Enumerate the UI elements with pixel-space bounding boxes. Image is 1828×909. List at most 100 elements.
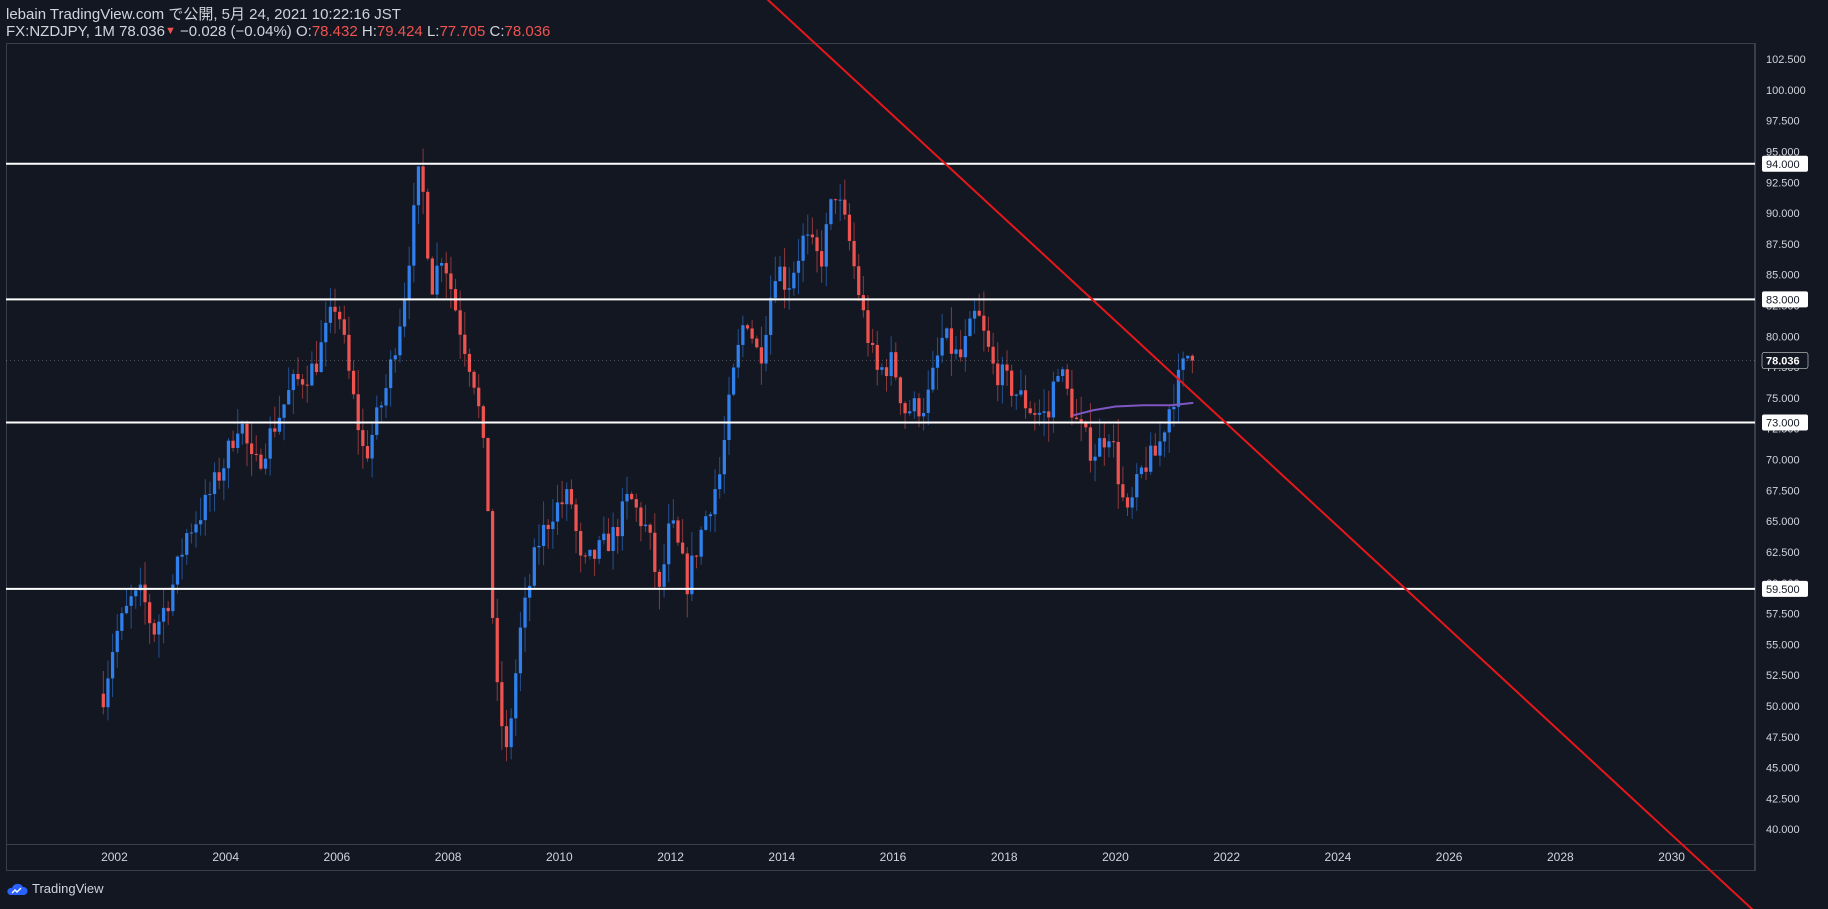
candle-body	[161, 607, 166, 622]
candle-body	[625, 493, 629, 502]
candle-body	[574, 504, 578, 532]
candle-body	[931, 367, 935, 390]
candle-body	[616, 527, 620, 537]
publish-info: lebain TradingView.com で公開, 5月 24, 2021 …	[6, 6, 550, 23]
open-value: 78.432	[311, 23, 358, 40]
candle-body	[1047, 411, 1051, 418]
level-labels-layer: 94.000 83.000 73.000 59.500 78.036	[6, 155, 1809, 597]
candle-body	[402, 298, 407, 327]
descending-trendline[interactable]	[671, 0, 1755, 909]
candle-body	[667, 523, 671, 565]
candle-body	[1005, 364, 1009, 371]
y-tick-label: 85.000	[1766, 270, 1800, 282]
candle-body	[477, 387, 481, 407]
candle-body	[643, 524, 648, 527]
candle-body	[1000, 364, 1005, 386]
candle-body	[532, 547, 536, 586]
candle-body	[857, 266, 861, 296]
candle-body	[1033, 413, 1037, 415]
candle-body	[1084, 422, 1088, 428]
candle-body	[588, 549, 592, 557]
y-tick-label: 92.500	[1766, 177, 1800, 189]
x-tick-label: 2020	[1102, 850, 1129, 864]
last-price: 78.036	[119, 23, 165, 40]
level-price-tag	[1762, 291, 1808, 308]
candle-body	[120, 613, 124, 631]
time-axis[interactable]: 2002 2004 2006 2008 2010 2012 2014 2016 2018 2020…	[101, 850, 1685, 864]
x-tick-label: 2008	[435, 850, 462, 864]
candle-body	[972, 310, 977, 319]
candle-body	[843, 199, 847, 215]
candle-body	[1116, 441, 1120, 485]
level-price-label: 94.000	[1766, 159, 1800, 171]
candle-body	[1167, 409, 1171, 433]
candle-body	[996, 363, 1000, 386]
candle-body	[495, 617, 499, 683]
horizontal-levels-layer[interactable]	[6, 162, 1755, 590]
y-tick-label: 52.500	[1766, 670, 1800, 682]
candle-body	[903, 403, 907, 414]
candle-body	[398, 326, 402, 356]
candle-body	[551, 521, 555, 530]
candle-body	[263, 458, 268, 469]
tradingview-logo[interactable]: TradingView	[6, 881, 104, 896]
candle-body	[838, 199, 842, 201]
candle-body	[745, 325, 750, 329]
x-tick-label: 2030	[1658, 850, 1685, 864]
candles-layer	[101, 148, 1195, 762]
candle-body	[143, 584, 147, 603]
level-price-label: 73.000	[1766, 418, 1800, 430]
candle-body	[727, 394, 731, 441]
moving-average-line	[1073, 401, 1194, 417]
candle-body	[829, 199, 833, 225]
candle-body	[778, 266, 782, 282]
candle-body	[305, 384, 309, 386]
candle-body	[861, 295, 865, 311]
candle-body	[824, 224, 828, 267]
candle-body	[171, 584, 175, 612]
candle-body	[379, 405, 384, 408]
candle-body	[231, 440, 235, 448]
high-value: 79.424	[376, 23, 423, 40]
candle-body	[152, 623, 156, 635]
candle-body	[815, 237, 819, 252]
level-price-tag	[1762, 580, 1808, 597]
candle-body	[833, 199, 838, 201]
candle-body	[606, 533, 611, 552]
candle-body	[940, 337, 944, 356]
candle-body	[713, 489, 717, 515]
candle-body	[416, 166, 421, 206]
candle-body	[212, 472, 217, 494]
trendline-layer[interactable]	[671, 0, 1755, 909]
candle-body	[338, 311, 342, 320]
candle-body	[982, 315, 986, 331]
y-tick-label: 65.000	[1766, 516, 1800, 528]
level-price-tag	[1762, 414, 1808, 431]
candle-body	[699, 529, 703, 557]
candle-body	[704, 516, 708, 530]
ohlc-legend: FX:NZDJPY, 1M 78.036 ▼ −0.028 (−0.04%) O:…	[6, 23, 550, 40]
candle-body	[908, 411, 912, 414]
candle-body	[648, 524, 652, 533]
candle-body	[1144, 467, 1148, 472]
candle-body	[690, 555, 694, 595]
candle-body	[912, 398, 916, 412]
candle-body	[750, 328, 754, 339]
candle-body	[579, 531, 583, 556]
candle-body	[430, 258, 434, 295]
candle-body	[347, 334, 351, 371]
candle-body	[106, 678, 110, 708]
candle-body	[356, 394, 360, 431]
candle-body	[310, 363, 314, 386]
candle-body	[314, 363, 319, 373]
candle-body	[268, 428, 272, 459]
high-label: H:	[361, 23, 377, 40]
candle-body	[440, 263, 444, 266]
candle-body	[490, 511, 495, 618]
candle-body	[945, 328, 949, 338]
candle-body	[694, 555, 699, 557]
candle-body	[528, 585, 532, 598]
candle-body	[1014, 394, 1018, 396]
x-tick-label: 2014	[768, 850, 795, 864]
